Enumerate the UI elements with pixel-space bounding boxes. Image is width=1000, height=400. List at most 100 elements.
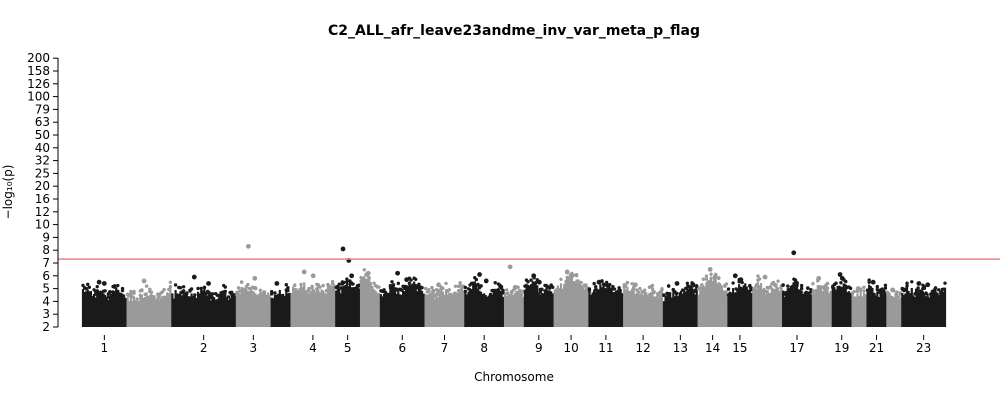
- snp-point: [638, 286, 642, 291]
- snp-point: [284, 283, 289, 287]
- snp-point: [351, 282, 355, 286]
- snp-point: [501, 288, 505, 293]
- top-hit-point: [855, 286, 861, 291]
- snp-point: [611, 284, 615, 289]
- snp-point: [120, 286, 125, 291]
- snp-point: [95, 284, 99, 289]
- top-hit-point: [712, 274, 718, 280]
- snp-point: [463, 289, 468, 293]
- snp-point: [168, 285, 173, 289]
- snp-point: [519, 293, 524, 298]
- top-hit-point: [301, 269, 307, 275]
- chart-title: C2_ALL_afr_leave23andme_inv_var_meta_p_f…: [328, 23, 700, 39]
- snp-point: [786, 284, 790, 288]
- x-tick-label: 1: [101, 341, 109, 355]
- top-hit-point: [101, 281, 107, 286]
- y-tick-label: 126: [27, 77, 50, 91]
- snp-point: [933, 286, 938, 290]
- snp-point: [181, 285, 186, 289]
- chromosome-group: [865, 278, 888, 327]
- top-hit-point: [839, 275, 845, 281]
- snp-point: [839, 280, 843, 285]
- snp-point: [559, 277, 563, 281]
- x-tick-label: 21: [869, 341, 884, 355]
- snp-point: [108, 289, 112, 294]
- chromosome-group: [463, 272, 505, 327]
- chromosome-group: [726, 273, 754, 327]
- y-tick-label: 2: [42, 320, 50, 334]
- snp-point: [685, 281, 690, 286]
- snp-point: [898, 291, 903, 295]
- top-hit-point: [245, 243, 251, 249]
- x-tick-label: 2: [200, 341, 208, 355]
- snp-point: [756, 274, 760, 278]
- y-tick-label: 50: [35, 128, 50, 142]
- snp-point: [129, 292, 133, 296]
- snp-point: [87, 285, 92, 289]
- snp-point: [210, 292, 215, 296]
- snp-point: [230, 290, 234, 294]
- top-hit-point: [310, 273, 316, 279]
- top-hit-point: [365, 270, 371, 276]
- snp-point: [474, 277, 479, 282]
- top-hit-point: [633, 282, 638, 288]
- snp-point: [781, 283, 785, 287]
- top-hit-point: [568, 275, 574, 281]
- snp-point: [726, 287, 731, 291]
- snp-point: [749, 286, 754, 290]
- snp-point: [620, 293, 624, 297]
- snp-point: [704, 277, 709, 281]
- snp-point: [811, 281, 815, 286]
- snp-point: [574, 272, 579, 277]
- chromosome-group: [622, 280, 664, 327]
- snp-point: [883, 286, 888, 290]
- snp-point: [540, 287, 544, 292]
- snp-point: [625, 281, 630, 285]
- snp-point: [463, 285, 468, 290]
- top-hit-point: [794, 281, 799, 286]
- snp-point: [862, 285, 866, 289]
- snp-point: [579, 280, 583, 285]
- snp-point: [748, 283, 752, 288]
- top-hit-point: [340, 246, 346, 252]
- x-axis-label: Chromosome: [474, 370, 554, 384]
- snp-point: [883, 283, 888, 288]
- snp-point: [116, 283, 120, 288]
- top-hit-point: [925, 282, 931, 288]
- snp-point: [704, 274, 709, 278]
- snp-point: [140, 288, 144, 293]
- snp-point: [943, 281, 947, 285]
- chromosome-group: [662, 281, 699, 327]
- snp-point: [852, 289, 856, 294]
- snp-point: [447, 288, 451, 292]
- snp-point: [594, 285, 598, 289]
- snp-point: [666, 284, 671, 288]
- chromosome-group: [503, 264, 525, 327]
- top-hit-point: [536, 279, 542, 285]
- snp-point: [81, 283, 85, 288]
- snp-point: [178, 286, 183, 290]
- chromosome-group: [831, 272, 853, 327]
- snp-point: [185, 291, 189, 295]
- snp-point: [310, 284, 314, 289]
- y-tick-label: 20: [35, 179, 50, 193]
- snp-point: [910, 280, 914, 284]
- snp-point: [293, 283, 297, 287]
- snp-point: [862, 289, 866, 293]
- top-hit-point: [596, 279, 602, 285]
- snp-point: [427, 287, 431, 292]
- snp-point: [409, 278, 413, 282]
- snp-point: [207, 291, 211, 295]
- snp-point: [631, 286, 636, 290]
- y-tick-label: 63: [35, 115, 50, 129]
- top-hit-point: [738, 277, 744, 283]
- snp-point: [223, 289, 228, 294]
- top-hit-point: [564, 269, 570, 275]
- top-hit-point: [837, 272, 843, 277]
- snp-point: [576, 279, 580, 283]
- snp-point: [337, 282, 341, 286]
- x-tick-label: 3: [249, 341, 257, 355]
- snp-point: [809, 287, 813, 292]
- snp-point: [458, 283, 462, 287]
